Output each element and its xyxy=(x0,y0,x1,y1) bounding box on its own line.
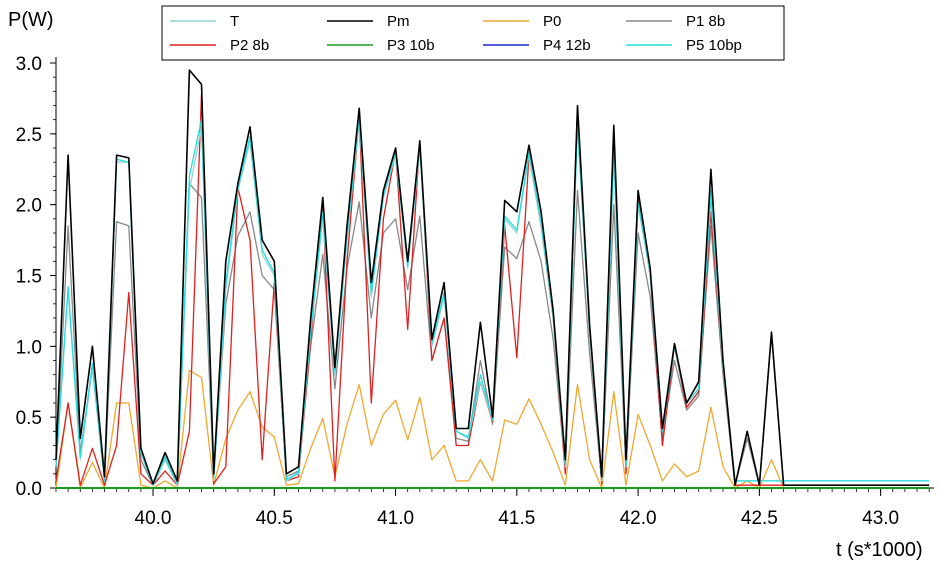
legend-label: P0 xyxy=(543,13,561,30)
legend-label: P2 8b xyxy=(230,37,269,54)
x-tick-label: 43.0 xyxy=(862,508,899,529)
x-tick-label: 42.0 xyxy=(620,508,657,529)
x-tick-label: 40.5 xyxy=(256,508,293,529)
series-layer xyxy=(55,69,930,489)
legend-label: Pm xyxy=(387,13,410,30)
y-tick-label: 1.5 xyxy=(16,267,42,288)
y-tick-label: 3.0 xyxy=(16,54,42,75)
x-axis: 40.0 40.5 41.0 41.5 42.0 42.5 43.0 xyxy=(55,487,934,529)
legend-label: P5 10bp xyxy=(686,37,742,54)
legend-label: P1 8b xyxy=(686,13,725,30)
legend-label: P3 10b xyxy=(387,37,435,54)
y-tick-label: 2.0 xyxy=(16,196,42,217)
y-tick-label: 0.5 xyxy=(16,408,42,429)
y-tick-label: 0.0 xyxy=(16,479,42,500)
y-tick-label: 2.5 xyxy=(16,125,42,146)
series-line-p0 xyxy=(55,369,930,489)
y-axis-title: P(W) xyxy=(8,9,54,31)
x-tick-label: 41.5 xyxy=(498,508,535,529)
legend-box xyxy=(161,5,785,61)
x-tick-label: 41.0 xyxy=(377,508,414,529)
legend-label: T xyxy=(230,13,239,30)
legend-label: P4 12b xyxy=(543,37,591,54)
x-tick-label: 40.0 xyxy=(135,508,172,529)
y-axis: 0.0 0.5 1.0 1.5 2.0 2.5 3.0 xyxy=(16,54,57,500)
x-tick-label: 42.5 xyxy=(741,508,778,529)
series-line-pm xyxy=(55,69,930,487)
y-tick-label: 1.0 xyxy=(16,337,42,358)
x-axis-title: t (s*1000) xyxy=(836,539,923,561)
legend: T Pm P0 P1 8b P2 8b P3 10b P4 12b P5 10bp xyxy=(161,5,785,61)
